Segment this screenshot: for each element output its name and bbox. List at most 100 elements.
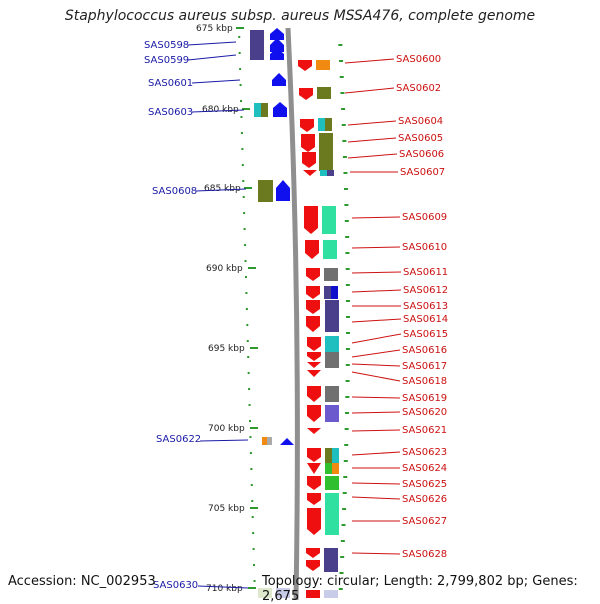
gene-label-SAS0606[interactable]: SAS0606 — [399, 149, 444, 160]
gene-arrow-reverse[interactable] — [300, 119, 314, 132]
cog-box — [324, 548, 338, 572]
gene-arrow-reverse[interactable] — [306, 268, 320, 281]
gene-arrow-reverse[interactable] — [307, 386, 321, 402]
gene-arrow-reverse[interactable] — [304, 206, 318, 234]
gene-label-SAS0617[interactable]: SAS0617 — [402, 361, 447, 372]
gene-arrow-forward[interactable] — [272, 73, 286, 86]
gene-label-SAS0613[interactable]: SAS0613 — [403, 301, 448, 312]
gene-label-SAS0616[interactable]: SAS0616 — [402, 345, 447, 356]
cog-box — [250, 30, 264, 60]
gene-arrow-reverse[interactable] — [302, 152, 316, 168]
cog-box — [325, 118, 332, 131]
gene-label-SAS0605[interactable]: SAS0605 — [398, 133, 443, 144]
minor-tick — [344, 428, 349, 430]
gene-label-SAS0599[interactable]: SAS0599 — [144, 55, 189, 66]
cog-box — [325, 336, 339, 352]
gene-arrow-forward[interactable] — [276, 180, 290, 201]
gene-arrow-forward[interactable] — [273, 102, 287, 117]
left-gene-labels: SAS0598 SAS0599 SAS0601 SAS0603 SAS0608 … — [144, 40, 249, 591]
gene-label-SAS0627[interactable]: SAS0627 — [402, 516, 447, 527]
gene-arrow-reverse[interactable] — [307, 362, 321, 368]
gene-label-SAS0609[interactable]: SAS0609 — [402, 212, 447, 223]
gene-arrow-reverse[interactable] — [307, 476, 321, 490]
minor-tick — [249, 420, 252, 422]
leader-line — [351, 396, 401, 399]
gene-label-SAS0602[interactable]: SAS0602 — [396, 83, 441, 94]
gene-label-SAS0630[interactable]: SAS0630 — [153, 580, 198, 591]
gene-label-SAS0607[interactable]: SAS0607 — [400, 167, 445, 178]
gene-arrow-reverse[interactable] — [305, 240, 319, 259]
gene-arrow-reverse[interactable] — [303, 170, 317, 176]
gene-arrow-reverse[interactable] — [306, 548, 320, 558]
gene-arrow-forward[interactable] — [280, 438, 294, 445]
gene-label-SAS0625[interactable]: SAS0625 — [402, 479, 447, 490]
minor-tick — [341, 108, 346, 110]
minor-tick — [343, 188, 348, 190]
gene-arrow-reverse[interactable] — [299, 88, 313, 100]
gene-arrow-reverse[interactable] — [307, 370, 321, 377]
leader-line — [351, 552, 401, 555]
gene-label-SAS0615[interactable]: SAS0615 — [403, 329, 448, 340]
gene-label-SAS0614[interactable]: SAS0614 — [403, 314, 448, 325]
leader-line — [351, 349, 401, 358]
gene-label-SAS0603[interactable]: SAS0603 — [148, 107, 193, 118]
gene-label-SAS0624[interactable]: SAS0624 — [402, 463, 447, 474]
gene-label-SAS0604[interactable]: SAS0604 — [398, 116, 443, 127]
cog-box — [320, 170, 327, 176]
gene-label-SAS0621[interactable]: SAS0621 — [402, 425, 447, 436]
gene-label-SAS0598[interactable]: SAS0598 — [144, 40, 189, 51]
leader-line — [347, 120, 397, 126]
gene-arrow-reverse[interactable] — [298, 60, 312, 71]
gene-label-SAS0623[interactable]: SAS0623 — [402, 447, 447, 458]
cog-box — [327, 170, 334, 176]
gene-arrow-reverse[interactable] — [307, 463, 321, 474]
cog-box — [258, 180, 273, 202]
gene-arrow-reverse[interactable] — [301, 134, 315, 152]
minor-tick — [342, 156, 347, 158]
gene-label-SAS0612[interactable]: SAS0612 — [403, 285, 448, 296]
leader-line — [347, 137, 397, 143]
gene-arrow-reverse[interactable] — [307, 337, 321, 351]
gene-label-SAS0601[interactable]: SAS0601 — [148, 78, 193, 89]
gene-arrow-reverse[interactable] — [307, 508, 321, 535]
cog-box — [332, 448, 339, 463]
minor-tick — [242, 196, 245, 198]
gene-label-SAS0611[interactable]: SAS0611 — [403, 267, 448, 278]
gene-arrow-reverse[interactable] — [306, 286, 320, 299]
gene-arrow-forward[interactable] — [270, 38, 284, 52]
cog-box — [267, 437, 272, 445]
gene-label-SAS0608[interactable]: SAS0608 — [152, 186, 197, 197]
gene-arrow-reverse[interactable] — [306, 316, 320, 332]
minor-tick — [251, 516, 254, 518]
gene-label-SAS0620[interactable]: SAS0620 — [402, 407, 447, 418]
gene-arrow-reverse[interactable] — [307, 428, 321, 434]
minor-tick — [245, 308, 248, 310]
gene-label-SAS0619[interactable]: SAS0619 — [402, 393, 447, 404]
gene-label-SAS0628[interactable]: SAS0628 — [402, 549, 447, 560]
gene-label-SAS0610[interactable]: SAS0610 — [402, 242, 447, 253]
minor-tick — [345, 236, 350, 238]
gene-arrow-forward[interactable] — [270, 48, 284, 60]
gene-label-SAS0618[interactable]: SAS0618 — [402, 376, 447, 387]
cog-box — [318, 118, 325, 131]
leader-line — [351, 363, 401, 367]
gene-label-SAS0626[interactable]: SAS0626 — [402, 494, 447, 505]
gene-label-SAS0622[interactable]: SAS0622 — [156, 434, 201, 445]
gene-arrow-forward[interactable] — [270, 28, 284, 40]
gene-arrow-reverse[interactable] — [307, 405, 321, 422]
gene-arrow-reverse[interactable] — [307, 493, 321, 505]
leader-line — [347, 153, 398, 159]
cog-box — [325, 352, 339, 368]
gene-arrow-reverse[interactable] — [306, 300, 320, 314]
kbp-label-685: 685 kbp — [204, 184, 241, 194]
gene-label-SAS0600[interactable]: SAS0600 — [396, 54, 441, 65]
leader-line — [351, 289, 402, 293]
gene-arrow-reverse[interactable] — [307, 448, 321, 462]
minor-tick — [243, 212, 246, 214]
minor-tick — [249, 452, 252, 454]
gene-arrow-reverse[interactable] — [306, 560, 320, 571]
leader-line — [351, 371, 401, 382]
kbp-label-675: 675 kbp — [196, 24, 233, 34]
gene-arrow-reverse[interactable] — [307, 352, 321, 361]
minor-tick — [345, 348, 350, 350]
